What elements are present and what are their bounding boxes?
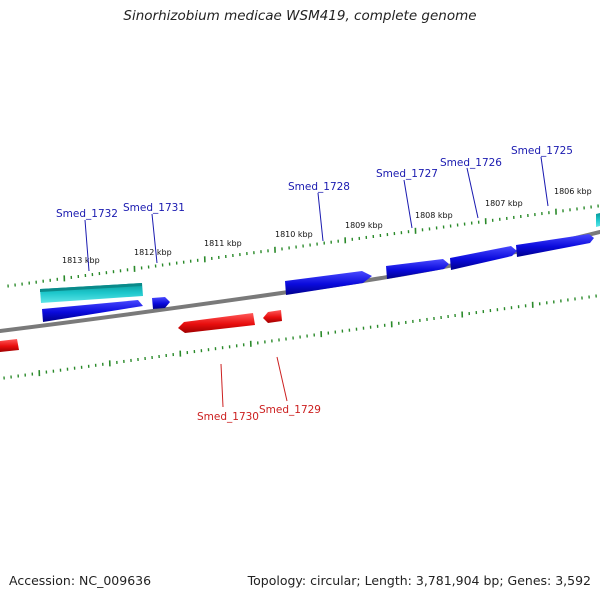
gene-label[interactable]: Smed_1726 (440, 157, 502, 169)
scale-label: 1810 kbp (275, 230, 313, 239)
scale-labels: 1813 kbp 1812 kbp 1811 kbp 1810 kbp 1809… (62, 187, 592, 265)
gene-arrow[interactable] (386, 259, 449, 279)
reverse-label-leaders (220, 356, 288, 408)
gene-label[interactable]: Smed_1730 (197, 411, 259, 423)
scale-label: 1813 kbp (62, 256, 100, 265)
accession-label: Accession: NC_009636 (9, 573, 152, 588)
scale-label: 1809 kbp (345, 221, 383, 230)
gene-label[interactable]: Smed_1732 (56, 208, 118, 220)
topology-summary: Topology: circular; Length: 3,781,904 bp… (247, 573, 591, 588)
gene-arrow[interactable] (178, 313, 255, 333)
gene-arrow[interactable] (263, 310, 282, 323)
gene-label[interactable]: Smed_1731 (123, 202, 185, 214)
gene-label[interactable]: Smed_1727 (376, 168, 438, 180)
gene-arrow[interactable] (42, 300, 143, 322)
gene-arrow[interactable] (516, 234, 594, 257)
gene-arrow[interactable] (152, 297, 170, 309)
scale-label: 1807 kbp (485, 199, 523, 208)
reverse-gene-labels: Smed_1730 Smed_1729 (197, 404, 321, 423)
forward-gene-labels: Smed_1732 Smed_1731 Smed_1728 Smed_1727 … (56, 145, 573, 220)
gene-label[interactable]: Smed_1725 (511, 145, 573, 157)
gene-arrow[interactable] (285, 271, 372, 295)
reverse-cds-features (0, 310, 282, 352)
scale-label: 1811 kbp (204, 239, 242, 248)
scale-label: 1812 kbp (134, 248, 172, 257)
rna-feature[interactable] (40, 213, 600, 303)
forward-label-leaders (84, 156, 549, 272)
lower-scale-ruler (3, 294, 597, 380)
gene-arrow[interactable] (450, 246, 517, 270)
gene-arrow[interactable] (0, 339, 19, 352)
map-title: Sinorhizobium medicae WSM419, complete g… (123, 8, 477, 24)
forward-cds-features (42, 234, 594, 322)
gene-label[interactable]: Smed_1729 (259, 404, 321, 416)
upper-scale-ruler (7, 204, 599, 288)
scale-label: 1808 kbp (415, 211, 453, 220)
gene-label[interactable]: Smed_1728 (288, 181, 350, 193)
scale-label: 1806 kbp (554, 187, 592, 196)
